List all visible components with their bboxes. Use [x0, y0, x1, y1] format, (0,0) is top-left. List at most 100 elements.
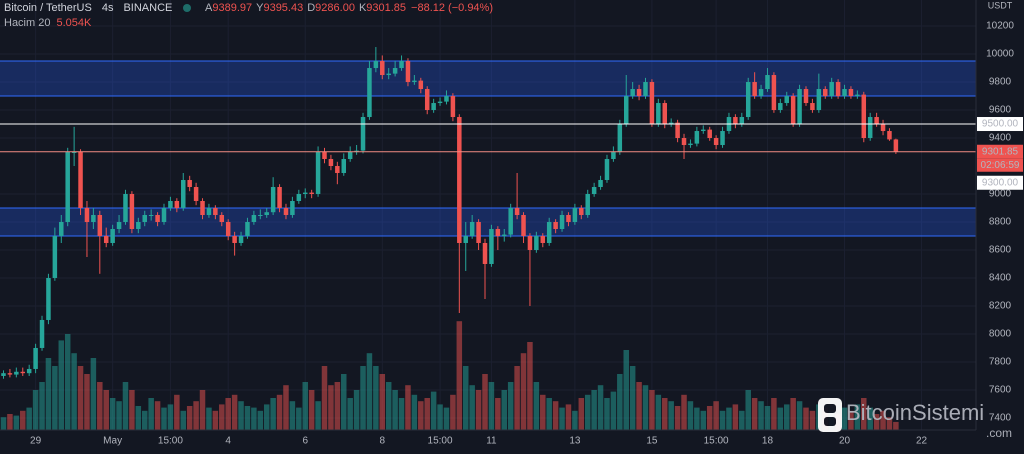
volume-bar: [418, 401, 424, 430]
volume-bar: [109, 398, 116, 430]
volume-bar: [629, 366, 636, 430]
volume-bar: [540, 394, 546, 430]
candle-body: [572, 208, 578, 222]
price-label: 9301.85: [982, 146, 1019, 157]
interval: 4s: [102, 2, 114, 14]
candle-body: [495, 228, 501, 236]
volume-bar: [662, 398, 668, 430]
volume-bar: [347, 398, 353, 430]
volume-bar: [488, 382, 495, 430]
volume-bar: [681, 394, 687, 430]
volume-bar: [405, 385, 411, 430]
logo-cut: [824, 417, 836, 426]
volume-bar: [809, 410, 816, 430]
y-tick-label: 8000: [989, 329, 1012, 340]
candle-body: [636, 89, 642, 97]
volume-bar: [771, 398, 777, 430]
volume-name: Hacim 20: [4, 17, 50, 29]
volume-bar: [706, 406, 713, 430]
candle-body: [412, 80, 417, 83]
candle-body: [431, 103, 436, 111]
candle-body: [489, 228, 494, 264]
change: −88.12 (−0.94%): [411, 2, 493, 14]
currency: USDT: [988, 0, 1013, 10]
volume-bar: [572, 410, 578, 430]
volume-bar: [84, 374, 90, 430]
volume-bar: [475, 390, 482, 430]
x-tick-label: 13: [569, 436, 581, 447]
candle-body: [604, 159, 610, 181]
volume-bar: [739, 410, 745, 430]
candle-body: [649, 82, 655, 125]
volume-bar: [122, 382, 129, 430]
volume-bar: [700, 410, 707, 430]
watermark: BitcoinSistemi .com: [818, 398, 1012, 440]
volume-bar: [270, 398, 276, 430]
candle-body: [662, 103, 668, 125]
candle-body: [290, 201, 295, 215]
ohlc-key: A: [205, 2, 213, 14]
volume-bar: [206, 407, 212, 430]
candle-body: [630, 89, 635, 97]
candle-body: [739, 117, 745, 125]
candle-body: [745, 82, 751, 118]
candle-body: [829, 82, 834, 97]
zone: [0, 61, 976, 97]
volume-bar: [533, 382, 540, 430]
candle-body: [65, 152, 70, 222]
volume-bar: [174, 394, 180, 430]
volume-bar: [154, 401, 161, 430]
exchange: BINANCE: [123, 2, 172, 14]
candle-body: [380, 61, 385, 76]
candle-body: [161, 208, 167, 222]
candle-body: [277, 187, 282, 209]
volume-bar: [341, 374, 347, 430]
volume-bar: [495, 398, 501, 430]
x-tick-label: 15:00: [704, 436, 729, 447]
volume-bar: [597, 385, 604, 430]
countdown-box: [977, 158, 1023, 172]
volume-bar: [13, 415, 20, 430]
volume-bar: [507, 382, 514, 430]
y-tick-label: 9400: [989, 133, 1012, 144]
candle-body: [71, 152, 77, 154]
volume-bar: [546, 398, 552, 430]
volume-bar: [167, 404, 174, 430]
candle-body: [270, 187, 276, 213]
candle-body: [803, 89, 809, 104]
volume-bar: [135, 406, 142, 430]
volume-bar: [726, 407, 732, 430]
volume-bar: [212, 410, 219, 430]
candle-body: [283, 208, 289, 215]
candle-body: [502, 234, 507, 236]
candle-body: [219, 215, 225, 222]
candle-body: [546, 221, 552, 243]
candle-body: [585, 194, 590, 215]
volume-bar: [52, 366, 58, 430]
watermark-name: BitcoinSistemi: [846, 400, 984, 425]
candle-body: [251, 215, 257, 222]
volume-bar: [411, 394, 418, 430]
candle-body: [328, 159, 334, 167]
volume-bar: [45, 358, 52, 430]
volume-bar: [263, 404, 270, 430]
ohlc-value: 9395.43: [263, 2, 303, 14]
volume-bar: [783, 404, 790, 430]
candle-body: [566, 215, 571, 222]
candle-body: [579, 208, 584, 215]
volume-bar: [751, 398, 758, 430]
candle-body: [713, 138, 719, 146]
x-tick-label: May: [103, 436, 122, 447]
volume-bar: [302, 382, 308, 430]
volume-bar: [392, 390, 398, 430]
candle-body: [842, 89, 847, 97]
candle-body: [771, 75, 777, 111]
x-tick-label: 4: [225, 436, 231, 447]
y-tick-label: 10000: [986, 49, 1014, 60]
volume-legend: Hacim 20 5.054K: [4, 17, 92, 29]
volume-bar: [623, 350, 629, 430]
candle-body: [591, 187, 597, 195]
volume-bar: [893, 421, 899, 430]
candle-body: [701, 129, 706, 132]
